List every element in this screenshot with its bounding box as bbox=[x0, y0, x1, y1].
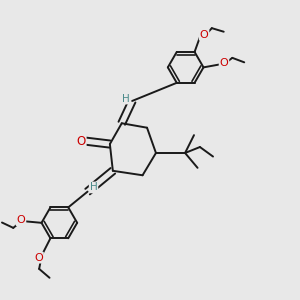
Text: O: O bbox=[76, 135, 86, 148]
Text: O: O bbox=[200, 30, 208, 40]
Text: H: H bbox=[122, 94, 130, 103]
Text: O: O bbox=[34, 253, 43, 262]
Text: H: H bbox=[90, 182, 98, 193]
Text: O: O bbox=[16, 215, 26, 225]
Text: O: O bbox=[220, 58, 228, 68]
